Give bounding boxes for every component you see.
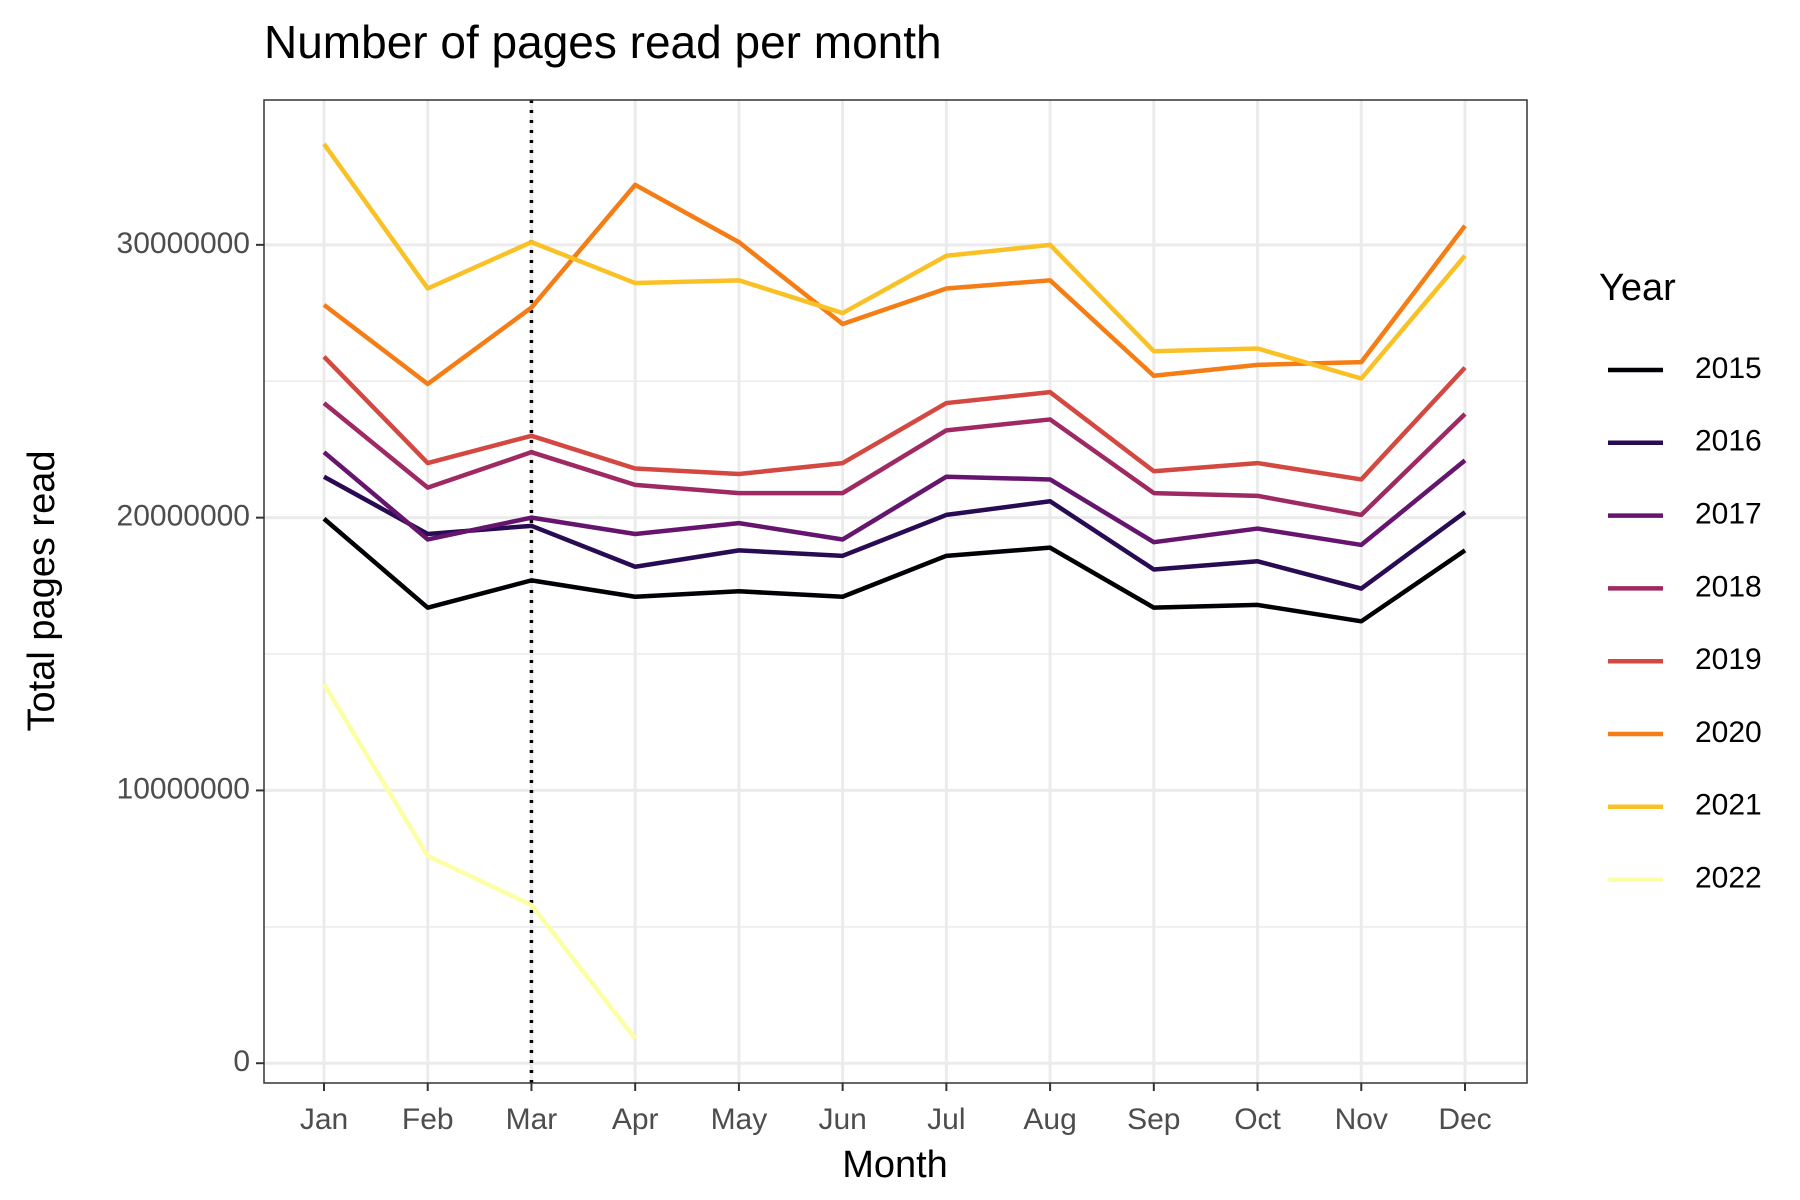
x-tick-label: May bbox=[711, 1103, 768, 1136]
legend-label: 2019 bbox=[1695, 643, 1762, 676]
legend-title: Year bbox=[1599, 267, 1676, 309]
x-tick-label: Mar bbox=[506, 1103, 558, 1136]
x-tick-label: Dec bbox=[1438, 1103, 1491, 1136]
legend-label: 2021 bbox=[1695, 789, 1762, 822]
series-line bbox=[322, 401, 1467, 518]
series-line bbox=[322, 450, 1467, 548]
series-line bbox=[322, 517, 1467, 624]
legend-label: 2016 bbox=[1695, 425, 1762, 458]
x-tick-label: Oct bbox=[1234, 1103, 1281, 1136]
chart-title: Number of pages read per month bbox=[264, 16, 942, 68]
plot-border bbox=[263, 99, 1528, 1084]
y-tick-label: 0 bbox=[233, 1045, 250, 1078]
legend-label: 2022 bbox=[1695, 862, 1762, 895]
x-tick-label: Nov bbox=[1335, 1103, 1388, 1136]
y-tick-label: 10000000 bbox=[117, 772, 250, 805]
x-tick-label: Jul bbox=[927, 1103, 965, 1136]
x-tick-label: Jun bbox=[818, 1103, 866, 1136]
x-tick-label: Sep bbox=[1127, 1103, 1180, 1136]
series-line bbox=[322, 682, 637, 1041]
x-axis-title: Month bbox=[842, 1144, 948, 1186]
series-line bbox=[322, 474, 1467, 591]
legend-label: 2020 bbox=[1695, 716, 1762, 749]
legend-label: 2018 bbox=[1695, 570, 1762, 603]
x-tick-label: Aug bbox=[1023, 1103, 1076, 1136]
series-line bbox=[322, 182, 1467, 387]
y-axis-title: Total pages read bbox=[21, 451, 63, 732]
x-tick-label: Feb bbox=[402, 1103, 454, 1136]
y-tick-label: 20000000 bbox=[117, 500, 250, 533]
y-tick-label: 30000000 bbox=[117, 227, 250, 260]
plot-background bbox=[264, 100, 1527, 1083]
legend-label: 2015 bbox=[1695, 352, 1762, 385]
legend-label: 2017 bbox=[1695, 498, 1762, 531]
x-tick-label: Apr bbox=[612, 1103, 659, 1136]
series-line bbox=[322, 355, 1467, 482]
x-tick-label: Jan bbox=[300, 1103, 348, 1136]
series-line bbox=[322, 142, 1467, 381]
